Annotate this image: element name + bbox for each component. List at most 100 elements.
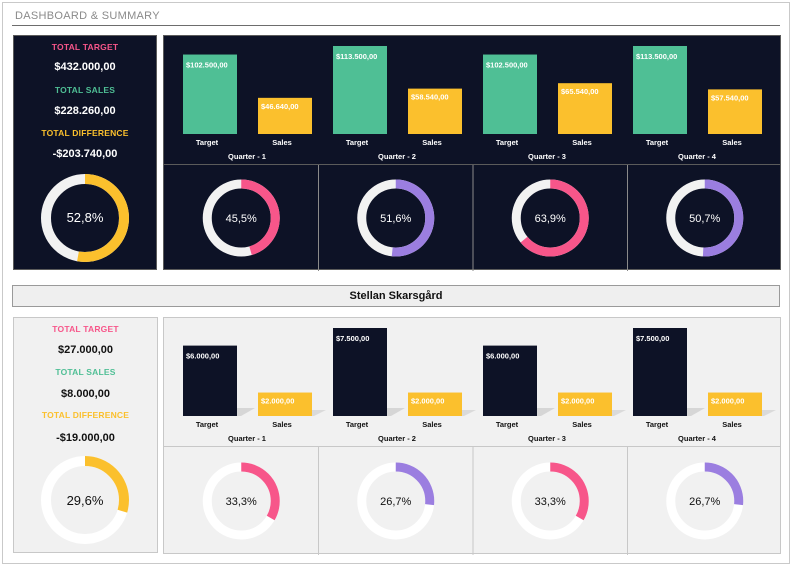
total-sales-label: TOTAL SALES: [54, 85, 116, 95]
person-sales-axis-label: Sales: [572, 420, 592, 429]
person-target-value-label: $7.500,00: [336, 334, 369, 343]
company-target-axis-label: Target: [346, 138, 369, 147]
company-target-value-label: $102.500,00: [486, 61, 528, 70]
person-target-axis-label: Target: [646, 420, 669, 429]
company-sales-value-label: $58.540,00: [411, 93, 449, 102]
person-quarter-donut-arc: [666, 462, 744, 540]
person-sales-axis-label: Sales: [722, 420, 742, 429]
person-total-target-label: TOTAL TARGET: [52, 324, 119, 334]
company-quarter-donut-arc: [202, 179, 280, 257]
summary-panel: TOTAL TARGET $432.000,00 TOTAL SALES $22…: [13, 35, 157, 270]
salesperson-name-bar: Stellan Skarsgård: [12, 285, 780, 307]
total-target-label: TOTAL TARGET: [51, 42, 119, 52]
company-bar-chart: $102.500,00 $46.640,00 Target Sales Quarter …: [163, 35, 781, 165]
company-sales-value-label: $57.540,00: [711, 93, 749, 102]
person-quarter-donut-percent: 33,3%: [535, 496, 566, 508]
person-quarter-label: Quarter - 2: [378, 434, 416, 443]
company-target-axis-label: Target: [196, 138, 219, 147]
title-divider: [12, 25, 780, 26]
company-sales-bar: [558, 83, 612, 134]
company-quarter-donut-arc: [357, 179, 435, 257]
person-quarter-donuts: 33,3% 26,7% 33,3% 26,7%: [163, 446, 781, 555]
person-quarter-donut-arc: [202, 462, 280, 540]
company-target-value-label: $102.500,00: [186, 61, 228, 70]
company-target-bar: [333, 46, 387, 134]
page-title: DASHBOARD & SUMMARY: [15, 10, 160, 22]
person-target-value-label: $6.000,00: [186, 352, 219, 361]
company-quarter-label: Quarter - 1: [228, 152, 266, 161]
person-target-bar: [483, 345, 537, 416]
person-quarter-label: Quarter - 1: [228, 434, 266, 443]
company-quarter-label: Quarter - 3: [528, 152, 566, 161]
person-total-sales-label: TOTAL SALES: [55, 367, 116, 377]
company-target-axis-label: Target: [496, 138, 519, 147]
company-sales-bar: [408, 88, 462, 134]
person-target-axis-label: Target: [496, 420, 519, 429]
person-donut-percent: 29,6%: [67, 493, 104, 508]
summary-donut-percent: 52,8%: [67, 210, 104, 225]
company-quarter-label: Quarter - 4: [678, 152, 717, 161]
total-sales-value: $228.260,00: [54, 105, 116, 117]
company-quarter-donut-percent: 51,6%: [380, 213, 411, 225]
person-bar-chart: $6.000,00 $2.000,00 Target Sales Quarter - 1…: [163, 317, 781, 447]
person-total-sales-value: $8.000,00: [61, 388, 110, 400]
person-quarter-label: Quarter - 4: [678, 434, 717, 443]
person-sales-bar: [408, 392, 462, 416]
company-target-value-label: $113.500,00: [636, 52, 677, 61]
person-sales-bar: [558, 392, 612, 416]
company-quarter-label: Quarter - 2: [378, 152, 416, 161]
person-target-value-label: $7.500,00: [636, 334, 669, 343]
person-quarter-donut-percent: 33,3%: [226, 496, 257, 508]
person-quarter-donut-percent: 26,7%: [380, 496, 411, 508]
company-sales-value-label: $46.640,00: [261, 102, 299, 111]
person-sales-value-label: $2.000,00: [411, 397, 444, 406]
person-total-difference-value: -$19.000,00: [56, 432, 115, 444]
total-difference-label: TOTAL DIFFERENCE: [41, 128, 129, 138]
company-sales-axis-label: Sales: [272, 138, 292, 147]
company-sales-value-label: $65.540,00: [561, 87, 599, 96]
person-quarter-donut-arc: [357, 462, 435, 540]
person-summary-panel: TOTAL TARGET $27.000,00 TOTAL SALES $8.0…: [13, 317, 158, 553]
person-summary-donut: 29,6%: [41, 456, 129, 544]
person-target-bar: [633, 328, 687, 416]
person-target-bar: [183, 345, 237, 416]
person-target-value-label: $6.000,00: [486, 352, 519, 361]
company-sales-axis-label: Sales: [722, 138, 742, 147]
person-sales-bar: [708, 392, 762, 416]
person-total-difference-label: TOTAL DIFFERENCE: [41, 410, 130, 420]
person-target-axis-label: Target: [346, 420, 369, 429]
person-sales-value-label: $2.000,00: [711, 397, 744, 406]
person-target-bar: [333, 328, 387, 416]
person-total-target-value: $27.000,00: [57, 344, 114, 356]
company-quarter-donut-arc: [666, 179, 744, 257]
person-quarter-donut-percent: 26,7%: [689, 496, 720, 508]
company-target-bar: [483, 54, 537, 134]
summary-donut: 52,8%: [41, 174, 129, 262]
company-quarter-donut-percent: 63,9%: [535, 213, 566, 225]
person-quarter-label: Quarter - 3: [528, 434, 566, 443]
person-sales-value-label: $2.000,00: [561, 397, 594, 406]
company-sales-axis-label: Sales: [422, 138, 442, 147]
company-quarter-donut-percent: 45,5%: [226, 213, 257, 225]
company-target-axis-label: Target: [646, 138, 669, 147]
company-sales-bar: [708, 89, 762, 134]
company-quarter-donut-arc: [511, 179, 589, 257]
company-quarter-donuts: 45,5% 51,6% 63,9% 50,7%: [163, 164, 781, 271]
person-quarter-donut-arc: [511, 462, 589, 540]
person-sales-bar: [258, 392, 312, 416]
person-sales-axis-label: Sales: [422, 420, 442, 429]
company-sales-bar: [258, 97, 312, 134]
total-difference-value: -$203.740,00: [52, 148, 118, 160]
company-target-value-label: $113.500,00: [336, 52, 377, 61]
company-target-bar: [633, 46, 687, 134]
company-sales-axis-label: Sales: [572, 138, 592, 147]
person-target-axis-label: Target: [196, 420, 219, 429]
summary-donut-arc: [41, 174, 129, 262]
person-donut-arc: [41, 456, 129, 544]
total-target-value: $432.000,00: [54, 61, 116, 73]
person-sales-value-label: $2.000,00: [261, 397, 294, 406]
company-quarter-donut-percent: 50,7%: [689, 213, 720, 225]
person-sales-axis-label: Sales: [272, 420, 292, 429]
company-target-bar: [183, 54, 237, 134]
